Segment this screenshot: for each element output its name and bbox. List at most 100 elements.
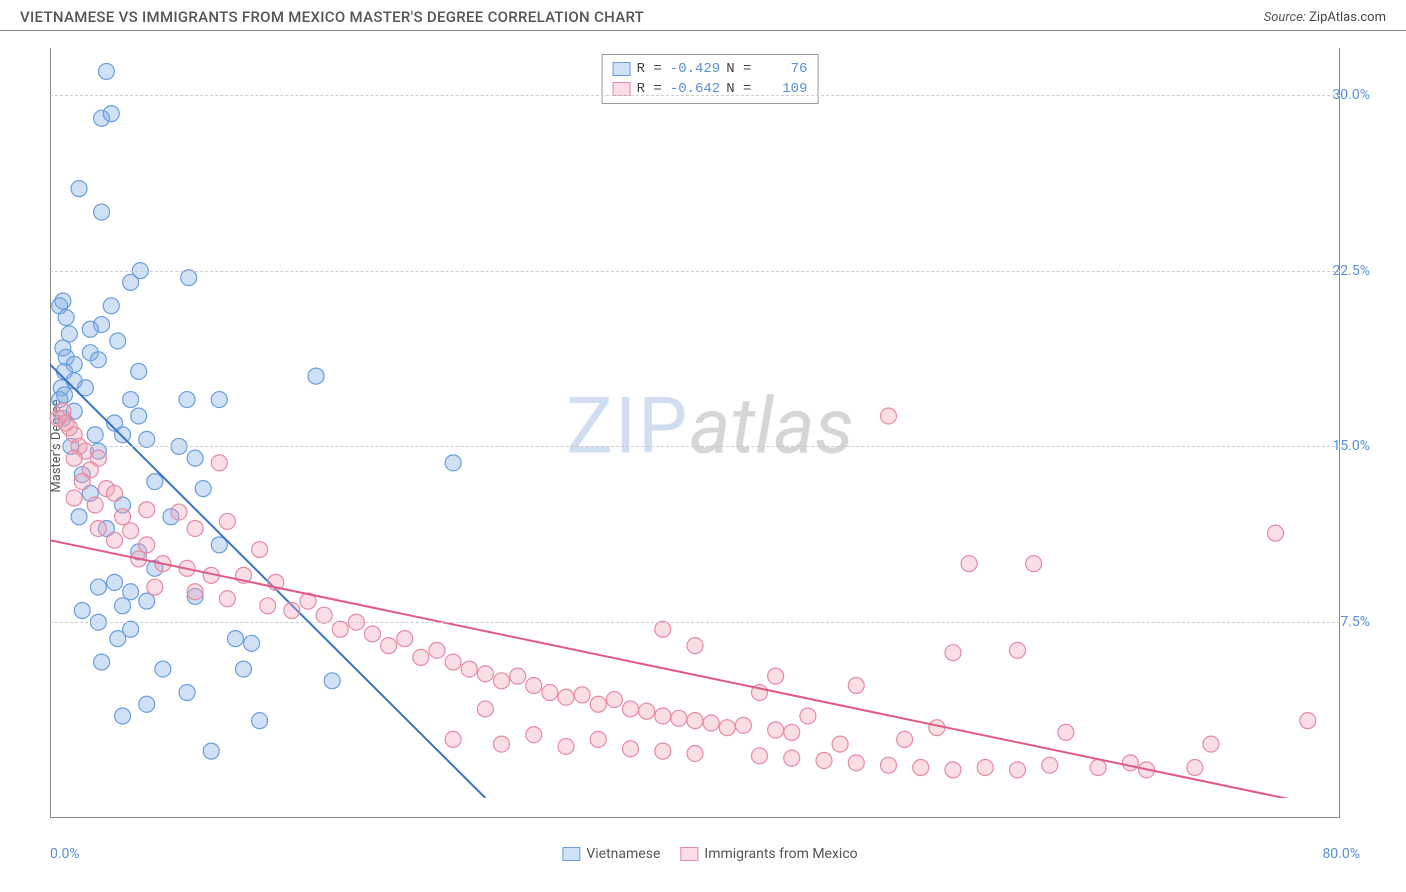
data-point — [58, 310, 74, 326]
data-point — [316, 607, 332, 623]
data-point — [655, 743, 671, 759]
legend-bottom-swatch-0 — [562, 847, 580, 861]
data-point — [461, 661, 477, 677]
data-point — [735, 717, 751, 733]
data-point — [945, 645, 961, 661]
data-point — [179, 392, 195, 408]
data-point — [800, 708, 816, 724]
data-point — [429, 642, 445, 658]
data-point — [187, 450, 203, 466]
data-point — [324, 673, 340, 689]
legend-label-1: Immigrants from Mexico — [704, 846, 857, 862]
data-point — [66, 490, 82, 506]
data-point — [332, 621, 348, 637]
data-point — [1203, 736, 1219, 752]
data-point — [98, 63, 114, 79]
data-point — [139, 593, 155, 609]
data-point — [784, 750, 800, 766]
gridline — [50, 622, 1340, 623]
x-tick-label: 0.0% — [50, 846, 80, 862]
data-point — [526, 727, 542, 743]
data-point — [260, 598, 276, 614]
data-point — [252, 542, 268, 558]
data-point — [284, 603, 300, 619]
r-value-1: -0.642 — [668, 79, 720, 99]
data-point — [1042, 757, 1058, 773]
data-point — [110, 631, 126, 647]
data-point — [123, 584, 139, 600]
data-point — [74, 474, 90, 490]
chart-svg — [50, 48, 1340, 818]
data-point — [929, 720, 945, 736]
data-point — [655, 621, 671, 637]
data-point — [90, 520, 106, 536]
chart-header: VIETNAMESE VS IMMIGRANTS FROM MEXICO MAS… — [0, 0, 1406, 31]
data-point — [671, 710, 687, 726]
legend-bottom-swatch-1 — [680, 847, 698, 861]
gridline — [50, 271, 1340, 272]
data-point — [139, 502, 155, 518]
data-point — [703, 715, 719, 731]
data-point — [816, 753, 832, 769]
data-point — [103, 298, 119, 314]
data-point — [123, 392, 139, 408]
source-prefix: Source: — [1264, 10, 1309, 25]
data-point — [171, 504, 187, 520]
data-point — [655, 708, 671, 724]
data-point — [147, 474, 163, 490]
data-point — [187, 520, 203, 536]
data-point — [687, 713, 703, 729]
data-point — [211, 392, 227, 408]
data-point — [1090, 760, 1106, 776]
gridline — [50, 446, 1340, 447]
data-point — [606, 692, 622, 708]
data-point — [897, 731, 913, 747]
series-mexico — [50, 403, 1316, 778]
data-point — [94, 654, 110, 670]
data-point — [881, 408, 897, 424]
data-point — [131, 363, 147, 379]
data-point — [977, 760, 993, 776]
data-point — [639, 703, 655, 719]
data-point — [752, 748, 768, 764]
data-point — [510, 668, 526, 684]
legend-swatch-0 — [613, 62, 631, 76]
series-vietnamese — [52, 63, 461, 759]
data-point — [687, 745, 703, 761]
data-point — [74, 603, 90, 619]
data-point — [82, 321, 98, 337]
data-point — [848, 755, 864, 771]
chart-source: Source: ZipAtlas.com — [1264, 10, 1386, 25]
data-point — [244, 635, 260, 651]
data-point — [71, 181, 87, 197]
n-value-0: 76 — [757, 59, 807, 79]
data-point — [558, 689, 574, 705]
data-point — [139, 696, 155, 712]
data-point — [477, 701, 493, 717]
data-point — [365, 626, 381, 642]
data-point — [526, 678, 542, 694]
data-point — [219, 513, 235, 529]
data-point — [494, 736, 510, 752]
n-value-1: 109 — [757, 79, 807, 99]
data-point — [768, 722, 784, 738]
data-point — [115, 598, 131, 614]
data-point — [413, 649, 429, 665]
legend-series: Vietnamese Immigrants from Mexico — [562, 846, 857, 862]
data-point — [1026, 556, 1042, 572]
source-site: ZipAtlas.com — [1309, 10, 1386, 25]
data-point — [115, 509, 131, 525]
data-point — [848, 678, 864, 694]
data-point — [90, 579, 106, 595]
data-point — [187, 584, 203, 600]
data-point — [881, 757, 897, 773]
legend-label-0: Vietnamese — [586, 846, 660, 862]
x-tick-label: 80.0% — [1322, 846, 1360, 862]
data-point — [445, 455, 461, 471]
r-label-0: R = — [637, 59, 662, 79]
data-point — [1122, 755, 1138, 771]
data-point — [115, 427, 131, 443]
data-point — [107, 574, 123, 590]
data-point — [66, 373, 82, 389]
data-point — [945, 762, 961, 778]
